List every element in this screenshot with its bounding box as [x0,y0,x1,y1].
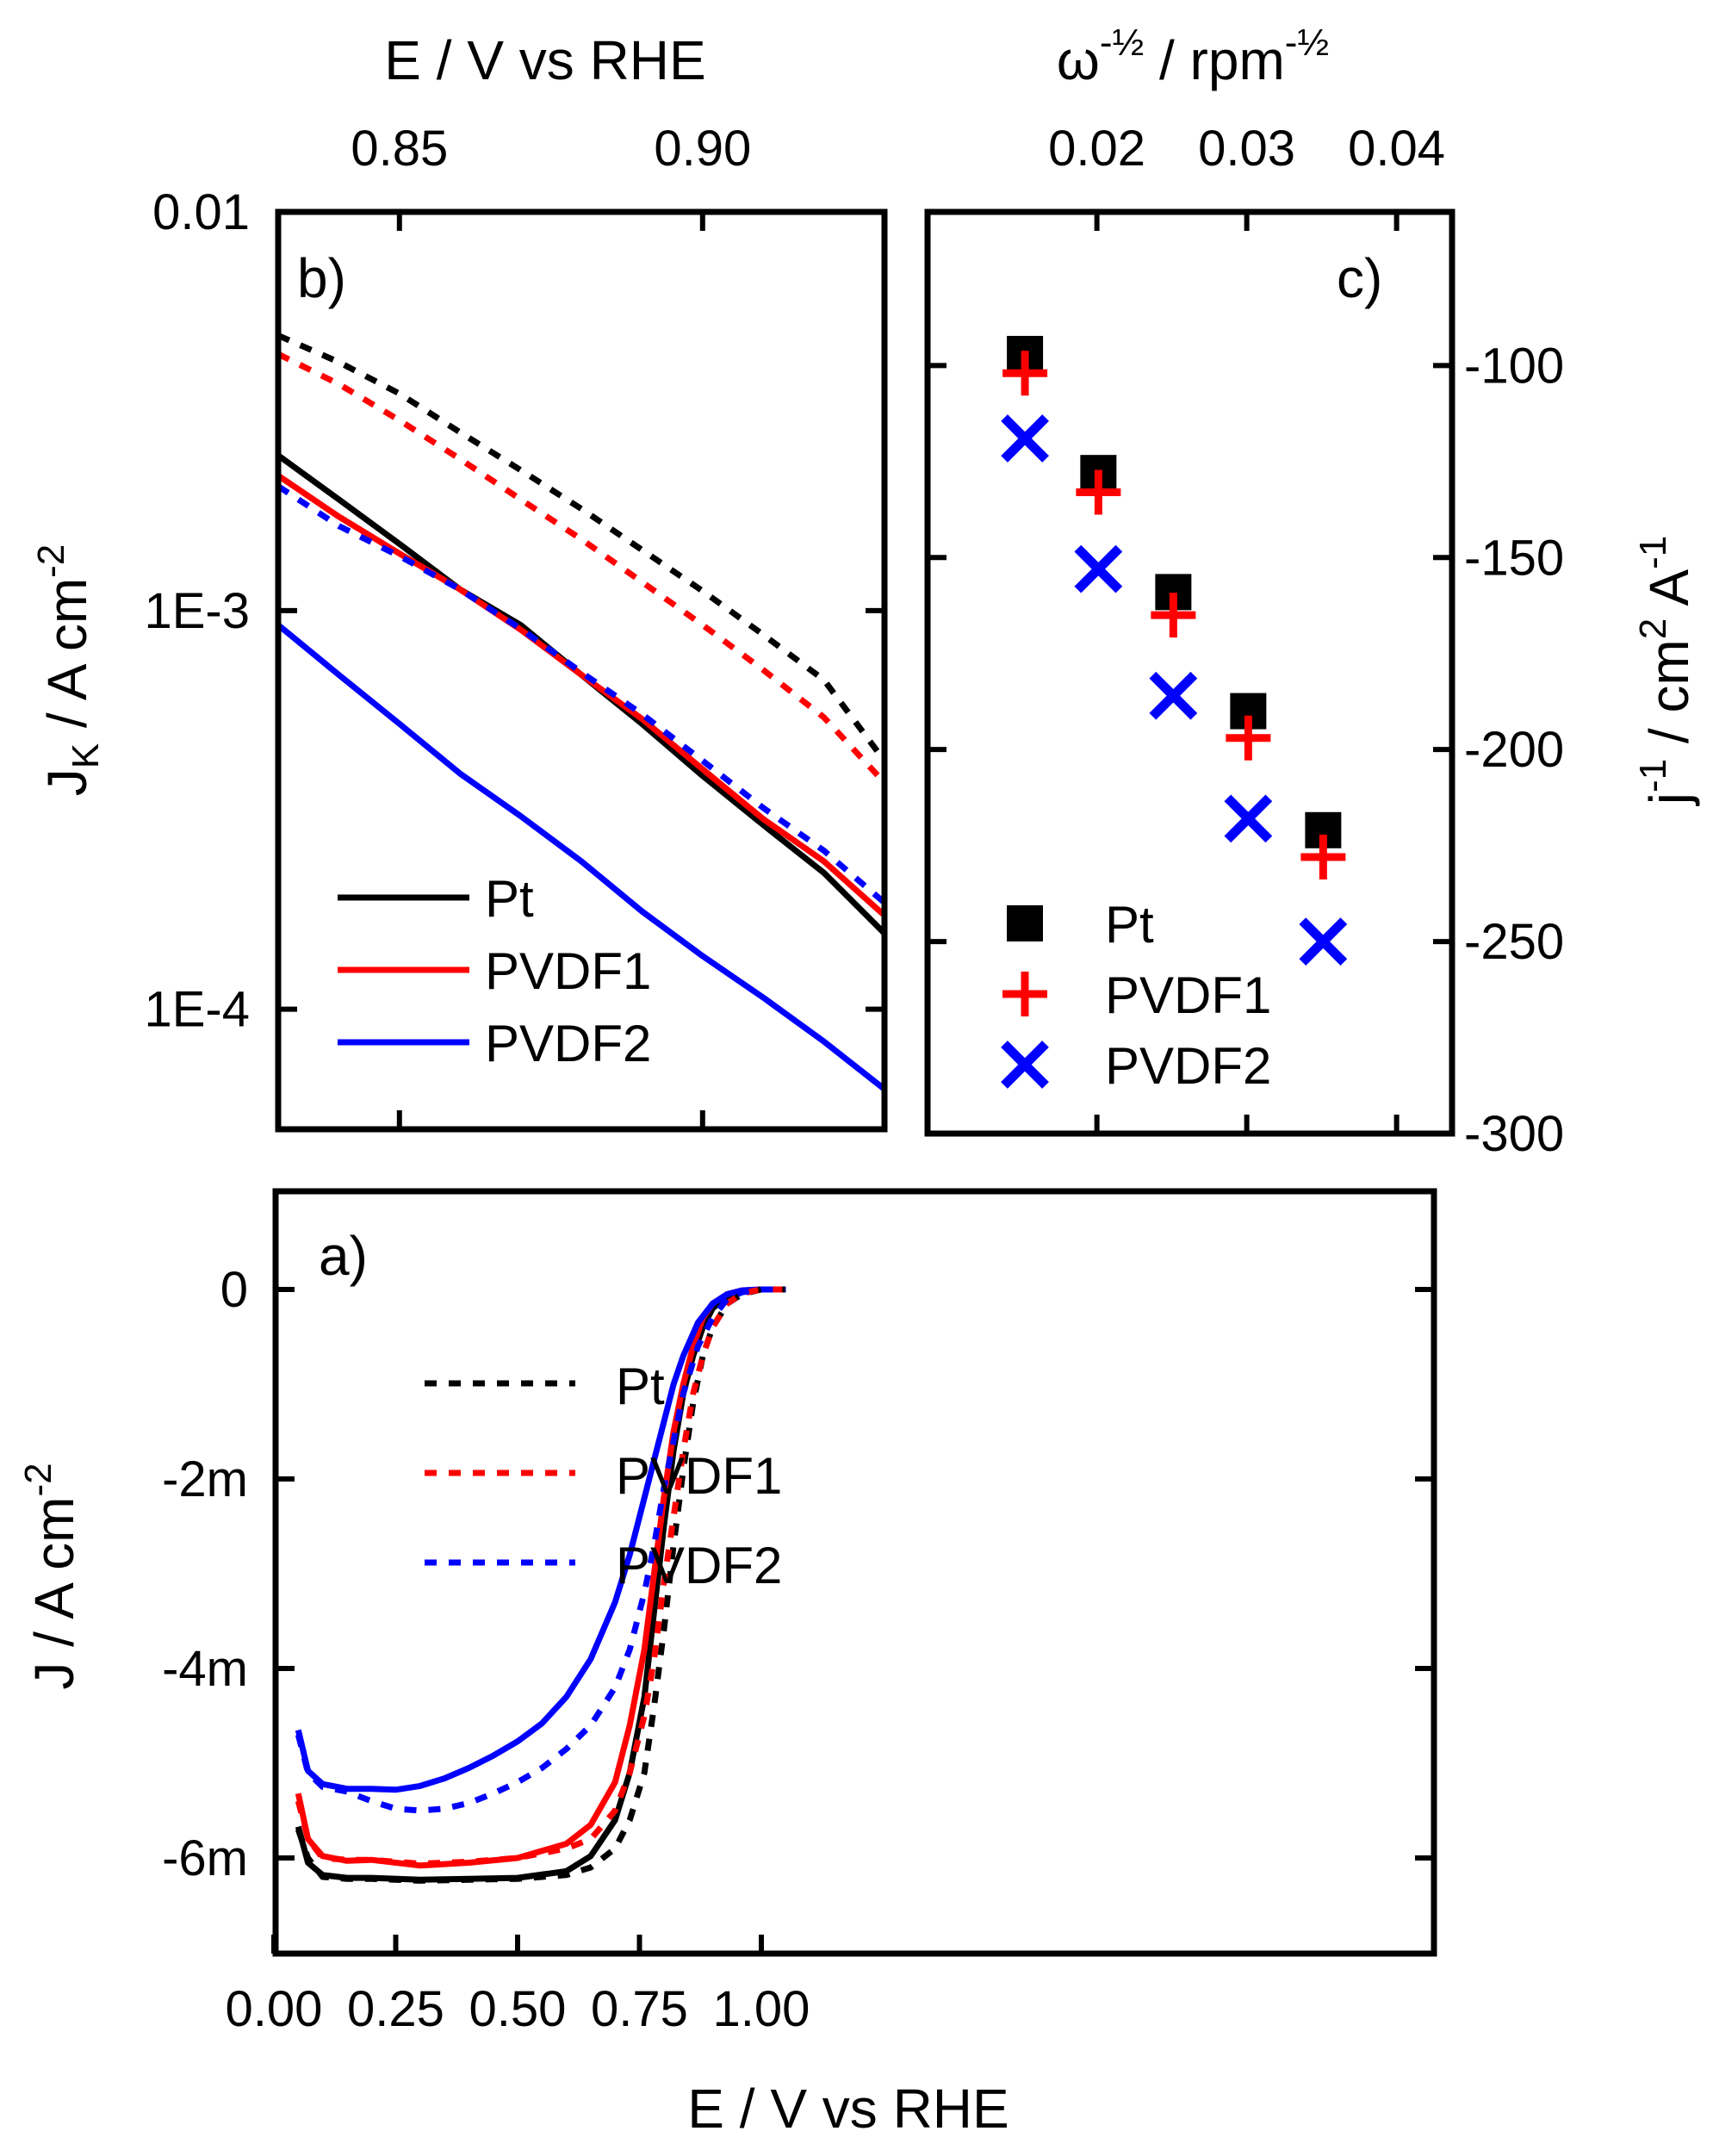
b-legend-label-pvdf1: PVDF1 [485,942,651,1000]
panel-c-series [1001,335,1348,966]
panel-b-frame [275,208,888,1133]
panel-b-series [278,332,884,1092]
panel-c-ticks: 0.02 0.03 0.04 -100 -150 -200 -250 -300 [928,121,1564,1162]
c-xtick-label: 0.03 [1198,121,1295,177]
panel-a-xlabel: E / V vs RHE [687,2078,1009,2140]
series-b-pvdf2-dashed [278,483,884,905]
panel-b-legend: Pt PVDF1 PVDF2 [338,870,651,1072]
panel-b-label: b) [297,247,346,309]
c-legend-label-pvdf2: PVDF2 [1105,1037,1271,1095]
a-legend-label-pt: Pt [616,1358,665,1415]
a-ytick-label: 0 [220,1262,248,1318]
c-ytick-label: -150 [1464,530,1564,586]
c-ytick-label: -100 [1464,338,1564,394]
b-xtick-label: 0.85 [351,121,448,177]
point-c-pvdf1 [1226,715,1271,761]
a-xtick-label: 0.25 [347,1981,444,2037]
c-xtick-label: 0.04 [1348,121,1445,177]
c-legend-marker-pvdf1 [1002,972,1047,1016]
series-a-pvdf1-dashed [295,1286,786,1867]
series-a-pvdf2-dashed [295,1286,786,1814]
point-c-pvdf2 [1074,544,1123,593]
panel-a-label: a) [319,1225,368,1287]
panel-b: 0.85 0.90 0.01 1E-3 1E-4 b) E / V vs RHE JK … [30,29,888,1133]
panel-c-xlabel: ω-½ / rpm-½ [1057,22,1329,91]
c-xtick-label: 0.02 [1048,121,1145,177]
c-ytick-label: -250 [1464,914,1564,970]
panel-b-lines [278,332,884,1092]
a-xtick-label: 0.00 [226,1981,323,2037]
point-c-pvdf2 [1001,414,1049,463]
a-ytick-label: -6m [162,1830,248,1886]
series-a-pvdf2-solid [295,1286,786,1793]
series-b-pvdf2-solid [278,622,884,1092]
point-c-pvdf2 [1299,917,1348,966]
a-ytick-label: -4m [162,1641,248,1697]
point-c-pvdf2 [1224,794,1273,843]
panel-b-xlabel: E / V vs RHE [384,29,705,91]
series-b-pvdf1-dashed [278,351,884,786]
a-legend-label-pvdf2: PVDF2 [616,1537,782,1594]
panel-c-ylabel: j-1 / cm2 A-1 [1632,536,1700,807]
b-ytick-label: 0.01 [152,184,250,240]
b-legend-label-pt: Pt [485,870,534,928]
a-xtick-label: 0.75 [591,1981,688,2037]
c-ytick-label: -300 [1464,1106,1564,1162]
b-ytick-label: 1E-4 [144,982,250,1038]
a-xtick-label: 0.50 [469,1981,567,2037]
panel-c-frame [924,208,1455,1137]
point-c-pvdf1 [1076,469,1121,515]
panel-a-ylabel: J / A cm-2 [17,1463,85,1689]
panel-b-ticks: 0.85 0.90 0.01 1E-3 1E-4 [144,121,884,1129]
a-ytick-label: -2m [162,1451,248,1507]
panel-b-ylabel: JK / A cm-2 [30,544,107,797]
point-c-pvdf2 [1149,671,1198,720]
panel-c: 0.02 0.03 0.04 -100 -150 -200 -250 -300 c) ω-½ … [924,22,1700,1162]
c-legend-marker-pt [1007,905,1043,941]
point-c-pvdf1 [1300,835,1346,879]
panel-a-ticks: 0.00 0.25 0.50 0.75 1.00 0 -2m -4m -6m [162,1262,1434,2037]
panel-a-frame [272,1188,1437,1957]
b-xtick-label: 0.90 [654,121,751,177]
panel-a-legend: Pt PVDF1 PVDF2 [425,1358,782,1594]
panel-a: 0.00 0.25 0.50 0.75 1.00 0 -2m -4m -6m a) E / V … [17,1188,1437,2140]
b-ytick-label: 1E-3 [144,583,250,639]
a-legend-label-pvdf1: PVDF1 [616,1447,782,1505]
b-legend-label-pvdf2: PVDF2 [485,1015,651,1072]
panel-a-series [295,1286,786,1884]
panel-c-legend: Pt PVDF1 PVDF2 [1001,896,1271,1095]
panel-c-label: c) [1337,247,1382,309]
a-xtick-label: 1.00 [713,1981,810,2037]
c-legend-label-pt: Pt [1105,896,1154,954]
series-b-pvdf1-solid [278,473,884,918]
point-c-pvdf1 [1002,351,1048,396]
series-a-pt-dashed [295,1286,786,1884]
c-ytick-label: -200 [1464,722,1564,778]
panel-a-lines [295,1286,786,1884]
c-legend-label-pvdf1: PVDF1 [1105,966,1271,1024]
c-legend-marker-pvdf2 [1001,1041,1049,1089]
point-c-pvdf1 [1151,593,1196,638]
